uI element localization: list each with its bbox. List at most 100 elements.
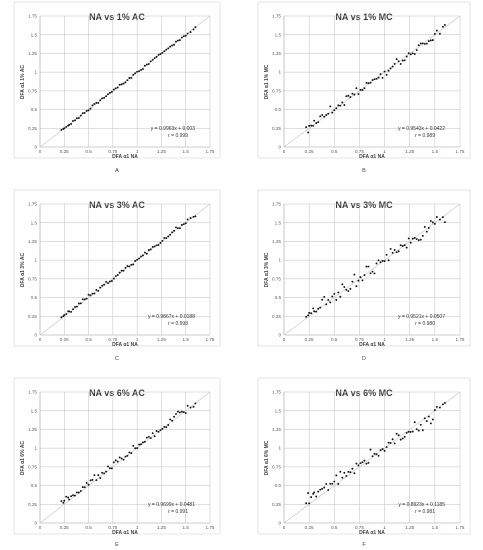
data-point [169,233,172,236]
x-tick-label: 1.25 [157,149,166,154]
data-point [367,82,370,85]
data-point [411,237,414,240]
data-point [134,72,137,75]
data-point [315,122,318,125]
data-point [389,441,392,444]
x-tick-label: 1.5 [183,337,190,342]
data-point [415,428,418,431]
data-point [112,461,115,464]
regression-equation: y = 0.9543x + 0.0422 [398,126,445,132]
data-point [114,87,117,90]
data-point [319,306,322,309]
data-point [145,436,148,439]
data-point [182,411,185,414]
data-point [124,455,127,458]
data-point [381,448,384,451]
data-point [105,470,108,473]
data-point [399,244,402,247]
data-point [103,472,106,475]
data-point [114,275,117,278]
data-point [114,459,117,462]
panel-frame [13,377,221,535]
data-point [323,115,326,118]
data-point [192,405,195,408]
data-point [353,472,356,475]
data-point [60,316,63,319]
correlation-coefficient: r = 0.981 [415,509,435,515]
data-point [385,446,388,448]
x-tick-label: 1.5 [432,525,439,530]
data-point [441,403,444,406]
data-point [101,284,104,287]
data-point [419,42,422,45]
data-point [136,258,139,261]
data-point [353,273,356,276]
data-point [176,410,179,413]
data-point [149,248,152,251]
data-point [105,280,108,283]
panel-letter: F [362,542,366,548]
data-point [186,32,189,35]
data-point [395,251,398,254]
data-point [385,73,388,76]
data-point [401,245,404,247]
x-tick-label: 1.5 [432,149,439,154]
data-point [77,116,80,119]
data-point [373,452,376,455]
data-point [184,222,187,225]
data-point [411,430,414,433]
data-point [305,126,308,129]
data-point [325,483,328,485]
panel-f: NA vs 6% MC 0 0.25 0.5 0.75 1 1.25 1.5 1.75 0 0.2… [257,377,471,548]
data-point [333,292,336,295]
panel-frame [257,377,471,535]
data-point [97,289,100,292]
data-point [427,40,430,43]
data-point [391,251,394,254]
data-point [63,499,66,502]
plot-area: 0 0.25 0.5 0.75 1 1.25 1.5 1.75 0 0.25 0.5 0.75 1 1.2… [28,202,215,342]
data-point [379,449,382,452]
data-point [93,292,96,295]
data-point [138,257,141,260]
data-point [399,63,402,65]
x-tick-label: 0.25 [305,149,314,154]
data-point [361,89,364,92]
panel-title: NA vs 6% AC [89,388,145,398]
data-point [329,482,332,485]
data-point [409,430,412,433]
data-point [347,290,350,292]
panel-letter: B [362,168,366,174]
data-point [371,270,374,273]
data-point [126,79,129,82]
data-point [429,219,432,222]
data-point [108,280,111,283]
data-point [433,222,436,225]
x-tick-label: 0.5 [331,337,338,342]
x-tick-label: 0.5 [85,525,92,530]
data-point [427,415,430,418]
data-point [118,456,121,459]
data-point [138,70,141,73]
y-tick-label: 1 [278,258,281,263]
data-point [345,95,348,98]
data-point [421,42,424,45]
data-point [118,271,121,274]
x-tick-label: 1.75 [206,337,215,342]
y-axis-label: DFA α1 1% AC [20,64,26,99]
x-tick-label: 0.5 [85,337,92,342]
data-point [407,237,410,240]
data-point [369,81,372,84]
data-point [79,490,82,492]
data-point [401,437,404,440]
data-point [93,474,96,477]
data-point [157,244,160,246]
data-point [67,496,70,499]
data-point [171,231,174,234]
data-point [184,34,187,37]
x-tick-label: 0.5 [331,525,338,530]
data-point [103,283,106,286]
data-point [421,234,424,237]
data-point [310,312,313,315]
data-point [357,464,360,467]
